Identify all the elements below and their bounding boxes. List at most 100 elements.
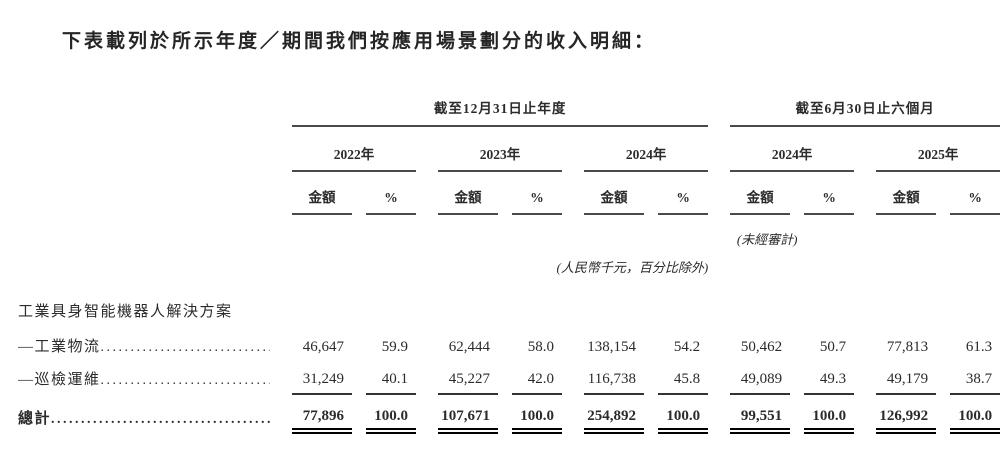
year-header-2022: 2022年 xyxy=(292,126,416,172)
spacer xyxy=(854,126,876,171)
total-amount: 77,896 xyxy=(292,394,352,434)
subheader-row: 金額 % 金額 % 金額 % 金額 % 金額 % xyxy=(18,171,1000,215)
spacer xyxy=(498,171,512,214)
table-row-total: 總計 .....................................… xyxy=(18,394,1000,434)
spacer xyxy=(708,356,730,394)
cell-amount: 62,444 xyxy=(448,339,490,355)
spacer xyxy=(416,394,438,431)
page-title: 下表載列於所示年度／期間我們按應用場景劃分的收入明細： xyxy=(62,31,657,52)
percent-header: % xyxy=(804,171,855,215)
total-amount: 254,892 xyxy=(584,394,644,434)
total-label-cell: 總計 .....................................… xyxy=(18,394,270,431)
cell-amount: 50,462 xyxy=(740,339,783,355)
total-percent: 100.0 xyxy=(366,394,416,434)
section-header: 工業具身智能機器人解決方案 xyxy=(18,304,233,320)
spacer xyxy=(270,321,292,356)
cell-percent: 61.3 xyxy=(965,339,993,355)
spacer xyxy=(708,394,730,431)
spacer xyxy=(790,171,804,214)
spacer xyxy=(352,171,366,214)
spacer xyxy=(416,321,438,356)
year-header-2023: 2023年 xyxy=(438,126,562,172)
spacer xyxy=(352,356,366,394)
spacer xyxy=(708,87,730,126)
spacer xyxy=(270,87,292,126)
note-units: (人民幣千元，百分比除外) xyxy=(556,260,709,275)
year-header-2024-interim: 2024年 xyxy=(730,126,855,172)
row-label: —工業物流 xyxy=(18,339,101,355)
total-percent: 100.0 xyxy=(950,394,1000,434)
percent-header: % xyxy=(950,171,1000,215)
spacer xyxy=(562,321,584,356)
note-unaudited: (未經審計) xyxy=(736,232,798,247)
year-header-row: 2022年 2023年 2024年 2024年 2025年 xyxy=(18,126,1000,172)
cell-amount: 45,227 xyxy=(438,356,498,395)
group-header-row: 截至12月31日止年度 截至6月30日止六個月 xyxy=(18,87,1000,127)
dot-leader: ........................................… xyxy=(100,373,270,388)
spacer xyxy=(790,394,804,431)
spacer xyxy=(708,171,730,214)
note-row-unaudited: (未經審計) xyxy=(18,214,1000,248)
dot-leader: ........................................… xyxy=(100,340,270,355)
spacer xyxy=(270,394,292,431)
spacer xyxy=(854,394,876,431)
cell-percent: 45.8 xyxy=(658,356,709,395)
total-percent: 100.0 xyxy=(804,394,855,434)
spacer xyxy=(936,356,950,394)
spacer xyxy=(854,356,876,394)
cell-amount: 49,179 xyxy=(876,356,937,395)
spacer xyxy=(804,214,1000,248)
spacer xyxy=(18,248,438,276)
row-label-cell: —工業物流 ..................................… xyxy=(18,321,270,356)
row-label: —巡檢運維 xyxy=(18,372,101,388)
spacer xyxy=(18,126,270,171)
amount-header: 金額 xyxy=(876,171,937,215)
cell-percent: 54.2 xyxy=(673,339,701,355)
spacer xyxy=(498,356,512,394)
spacer xyxy=(270,171,292,214)
spacer xyxy=(644,171,658,214)
cell-percent: 42.0 xyxy=(512,356,562,395)
spacer xyxy=(644,356,658,394)
spacer xyxy=(790,356,804,394)
total-percent: 100.0 xyxy=(658,394,709,434)
spacer xyxy=(416,356,438,394)
spacer xyxy=(562,394,584,431)
cell-amount: 31,249 xyxy=(292,356,352,395)
spacer xyxy=(270,356,292,394)
cell-percent: 40.1 xyxy=(366,356,416,395)
spacer xyxy=(936,394,950,431)
cell-amount: 46,647 xyxy=(302,339,344,355)
cell-percent: 50.7 xyxy=(819,339,847,355)
spacer xyxy=(790,321,804,356)
spacer xyxy=(854,321,876,356)
total-amount: 99,551 xyxy=(730,394,791,434)
amount-header: 金額 xyxy=(730,171,791,215)
cell-percent: 58.0 xyxy=(527,339,554,355)
spacer xyxy=(270,126,292,171)
spacer xyxy=(936,171,950,214)
table-row-inspection-om: —巡檢運維 ..................................… xyxy=(18,356,1000,395)
percent-header: % xyxy=(366,171,416,215)
spacer xyxy=(644,394,658,431)
amount-header: 金額 xyxy=(584,171,644,215)
spacer xyxy=(562,356,584,394)
spacer xyxy=(352,321,366,356)
col-group-interim: 截至6月30日止六個月 xyxy=(730,87,1000,127)
spacer xyxy=(936,321,950,356)
dot-leader: ........................................… xyxy=(51,412,270,427)
percent-header: % xyxy=(512,171,562,215)
spacer xyxy=(562,171,584,214)
cell-percent: 59.9 xyxy=(381,339,408,355)
spacer xyxy=(352,394,366,431)
spacer xyxy=(498,394,512,431)
row-label-cell: —巡檢運維 ..................................… xyxy=(18,356,270,394)
col-group-annual: 截至12月31日止年度 xyxy=(292,87,709,127)
total-amount: 126,992 xyxy=(876,394,937,434)
cell-amount: 49,089 xyxy=(730,356,791,395)
cell-percent: 38.7 xyxy=(950,356,1000,395)
note-row-units: (人民幣千元，百分比除外) xyxy=(18,248,1000,276)
amount-header: 金額 xyxy=(438,171,498,215)
cell-percent: 49.3 xyxy=(804,356,855,395)
total-percent: 100.0 xyxy=(512,394,562,434)
